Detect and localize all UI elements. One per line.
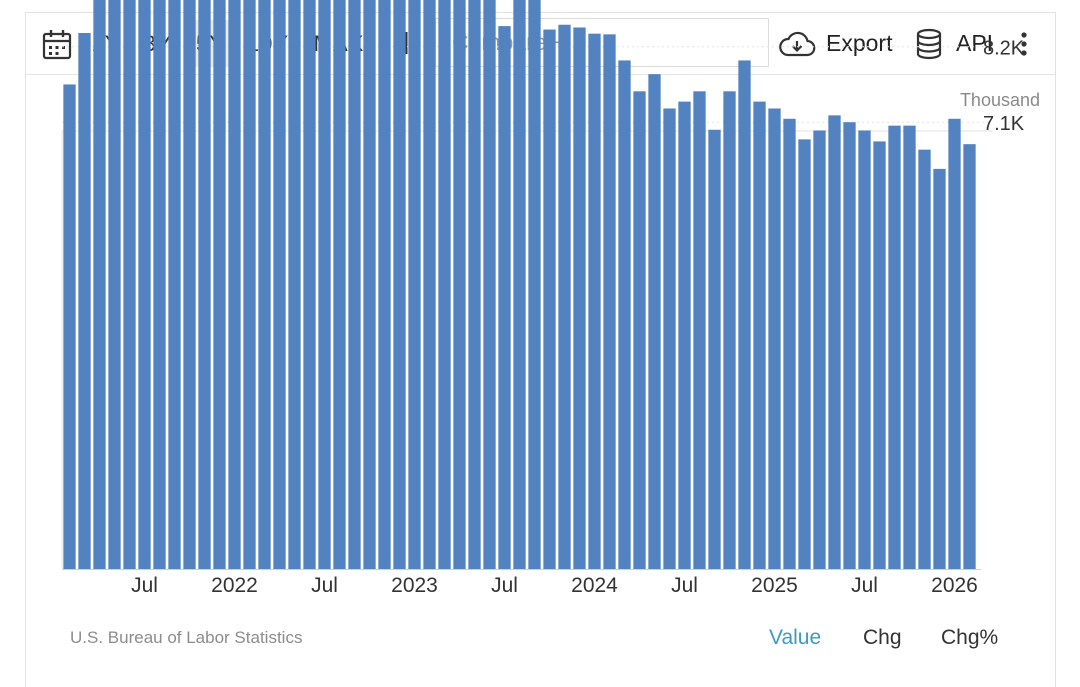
- range-1y[interactable]: 1Y: [91, 30, 121, 56]
- range-10y[interactable]: 10Y: [246, 30, 290, 56]
- range-5y[interactable]: 5Y: [185, 20, 236, 67]
- source-label: U.S. Bureau of Labor Statistics: [70, 628, 303, 647]
- chart-card: [25, 12, 1056, 687]
- calendar-icon[interactable]: [42, 12, 72, 75]
- bar-chart-icon[interactable]: [393, 12, 419, 75]
- export-label: Export: [826, 30, 893, 56]
- cloud-download-icon: [778, 30, 816, 58]
- compare-input[interactable]: [435, 18, 769, 67]
- tab-chg-percent[interactable]: Chg%: [941, 626, 999, 649]
- export-button[interactable]: Export: [778, 12, 892, 75]
- more-vertical-icon[interactable]: [1020, 12, 1028, 75]
- range-3y[interactable]: 3Y: [143, 30, 173, 56]
- toolbar: 1Y 3Y 5Y 10Y MAX Export: [25, 12, 1056, 75]
- unit-label: Thousand: [959, 90, 1040, 110]
- range-max[interactable]: MAX: [313, 30, 365, 56]
- database-icon: [916, 28, 942, 60]
- api-button[interactable]: API: [916, 12, 993, 75]
- api-label: API: [956, 30, 994, 56]
- tab-value[interactable]: Value: [769, 626, 822, 649]
- tab-chg[interactable]: Chg: [863, 626, 902, 649]
